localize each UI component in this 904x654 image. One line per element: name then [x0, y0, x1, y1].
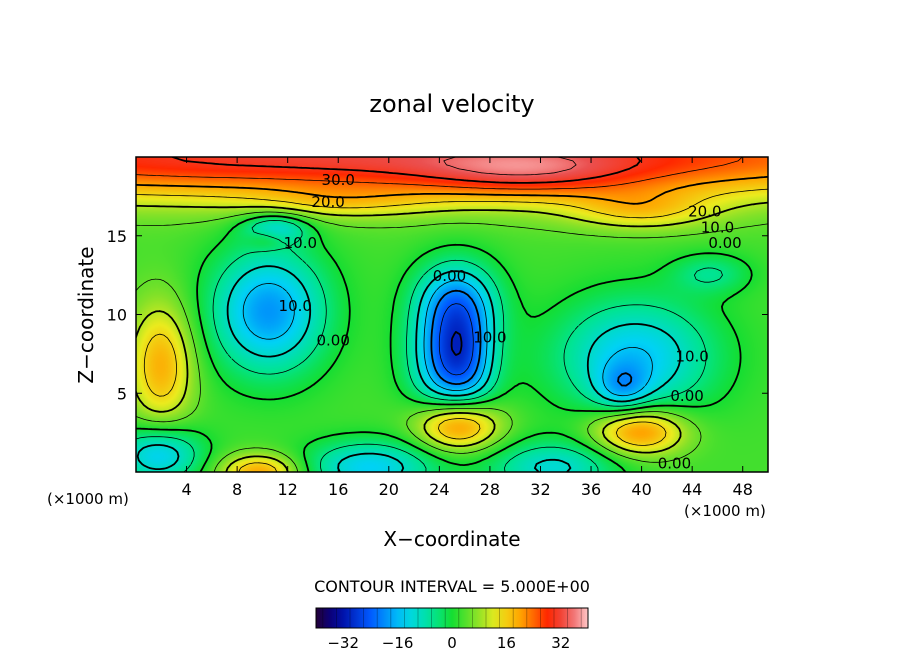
x-tick-label: 24 [429, 480, 449, 499]
x-tick-label: 20 [379, 480, 399, 499]
contour-label: 0.00 [708, 234, 741, 252]
x-tick-label: 36 [581, 480, 601, 499]
contour-level-neg5 [136, 220, 723, 472]
colorbar-frame [315, 607, 589, 629]
x-tick-label: 44 [682, 480, 702, 499]
x-tick-label: 16 [328, 480, 348, 499]
colorbar-tick-label: −32 [327, 634, 359, 652]
contour-label: 30.0 [322, 171, 355, 189]
contour-label: 10.0 [284, 234, 317, 252]
contour-label: 0.00 [670, 387, 703, 405]
contour-level-10 [136, 201, 768, 472]
colorbar-fill [316, 608, 588, 628]
contour-label: 0.00 [658, 455, 691, 473]
x-tick-label: 8 [232, 480, 242, 499]
contour-label: 10.0 [279, 297, 312, 315]
chart-title: zonal velocity [369, 90, 534, 118]
contour-label: 20.0 [311, 193, 344, 211]
x-unit-left: (×1000 m) [47, 490, 129, 508]
x-axis: 4 8 12 16 20 24 28 32 36 40 44 48 [181, 157, 753, 499]
contour-labels: 30.020.010.010.00.000.0010.020.010.00.00… [279, 171, 742, 473]
x-tick-label: 48 [733, 480, 753, 499]
contour-level-25 [136, 157, 743, 190]
y-axis: 5 10 15 [107, 227, 768, 403]
plot-area: 30.020.010.010.00.000.0010.020.010.00.00… [135, 156, 769, 473]
x-tick-label: 4 [181, 480, 191, 499]
contour-label: 10.0 [701, 218, 734, 236]
x-axis-label: X−coordinate [383, 527, 520, 551]
colorbar-tick-label: −16 [382, 634, 414, 652]
contour-level-neg30 [450, 331, 463, 356]
contour-level-neg25 [438, 303, 474, 376]
contour-label: 20.0 [688, 203, 721, 221]
colorbar-tick-label: 32 [551, 634, 570, 652]
contour-label: 0.00 [433, 267, 466, 285]
contour-level-neg20 [430, 289, 633, 387]
contour-level-5 [136, 211, 768, 472]
x-unit-right: (×1000 m) [684, 502, 766, 520]
contour-label: 10.0 [675, 347, 708, 365]
contour-level-0 [136, 215, 753, 472]
x-tick-label: 40 [631, 480, 651, 499]
x-tick-label: 32 [530, 480, 550, 499]
y-tick-label: 15 [107, 227, 127, 246]
colorbar-tick-label: 0 [447, 634, 457, 652]
y-axis-label: Z−coordinate [74, 246, 98, 383]
zonal-velocity-field [136, 157, 768, 472]
contour-lines [136, 157, 768, 472]
x-tick-label: 28 [480, 480, 500, 499]
y-tick-label: 5 [117, 384, 127, 403]
contour-level-20 [136, 175, 768, 205]
contour-interval-label: CONTOUR INTERVAL = 5.000E+00 [314, 577, 590, 596]
contour-level-neg15 [242, 280, 653, 397]
x-tick-label: 12 [278, 480, 298, 499]
y-tick-label: 10 [107, 306, 127, 325]
contour-label: 10.0 [473, 329, 506, 347]
colorbar-ticks: −32 −16 0 16 32 [327, 634, 570, 652]
contour-level-30 [171, 157, 642, 184]
colorbar-levels [322, 608, 582, 628]
colorbar: −32 −16 0 16 32 [315, 607, 589, 652]
contour-label: 0.00 [316, 332, 349, 350]
contour-level-neg10 [136, 265, 682, 472]
contour-level-35 [443, 157, 577, 176]
colorbar-tick-label: 16 [497, 634, 516, 652]
